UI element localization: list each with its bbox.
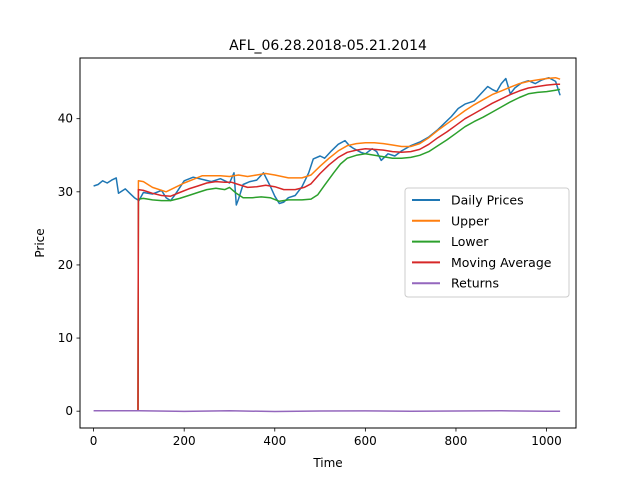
legend-label-daily-prices: Daily Prices [451, 193, 524, 208]
series-line-moving-average [137, 83, 561, 411]
legend-label-returns: Returns [451, 276, 499, 291]
y-tick-label: 40 [58, 112, 73, 126]
series-line-returns [93, 410, 561, 413]
x-tick-label: 800 [445, 434, 468, 448]
legend: Daily Prices Upper Lower Moving Average Retu… [404, 187, 570, 298]
legend-box [404, 187, 570, 298]
x-tick-label: 1000 [531, 434, 562, 448]
ticks-layer: 0 200 400 600 800 1000 0 10 20 30 40 [58, 112, 562, 448]
x-tick-label: 400 [263, 434, 286, 448]
y-tick-label: 0 [65, 404, 73, 418]
x-tick-label: 0 [90, 434, 98, 448]
series-line-daily-prices [93, 76, 561, 206]
chart-title: AFL_06.28.2018-05.21.2014 [229, 38, 427, 54]
x-tick-label: 200 [173, 434, 196, 448]
legend-label-upper: Upper [451, 213, 490, 228]
x-axis-label: Time [312, 456, 342, 470]
series-layer [93, 76, 561, 413]
y-axis-label: Price [33, 228, 47, 257]
axes-frame [79, 57, 577, 429]
legend-label-moving-average: Moving Average [451, 255, 552, 270]
y-tick-label: 30 [58, 185, 73, 199]
series-line-lower [137, 88, 561, 411]
y-tick-label: 10 [58, 331, 73, 345]
series-line-upper [137, 76, 561, 411]
y-tick-label: 20 [58, 258, 73, 272]
legend-label-lower: Lower [451, 234, 489, 249]
x-tick-label: 600 [354, 434, 377, 448]
